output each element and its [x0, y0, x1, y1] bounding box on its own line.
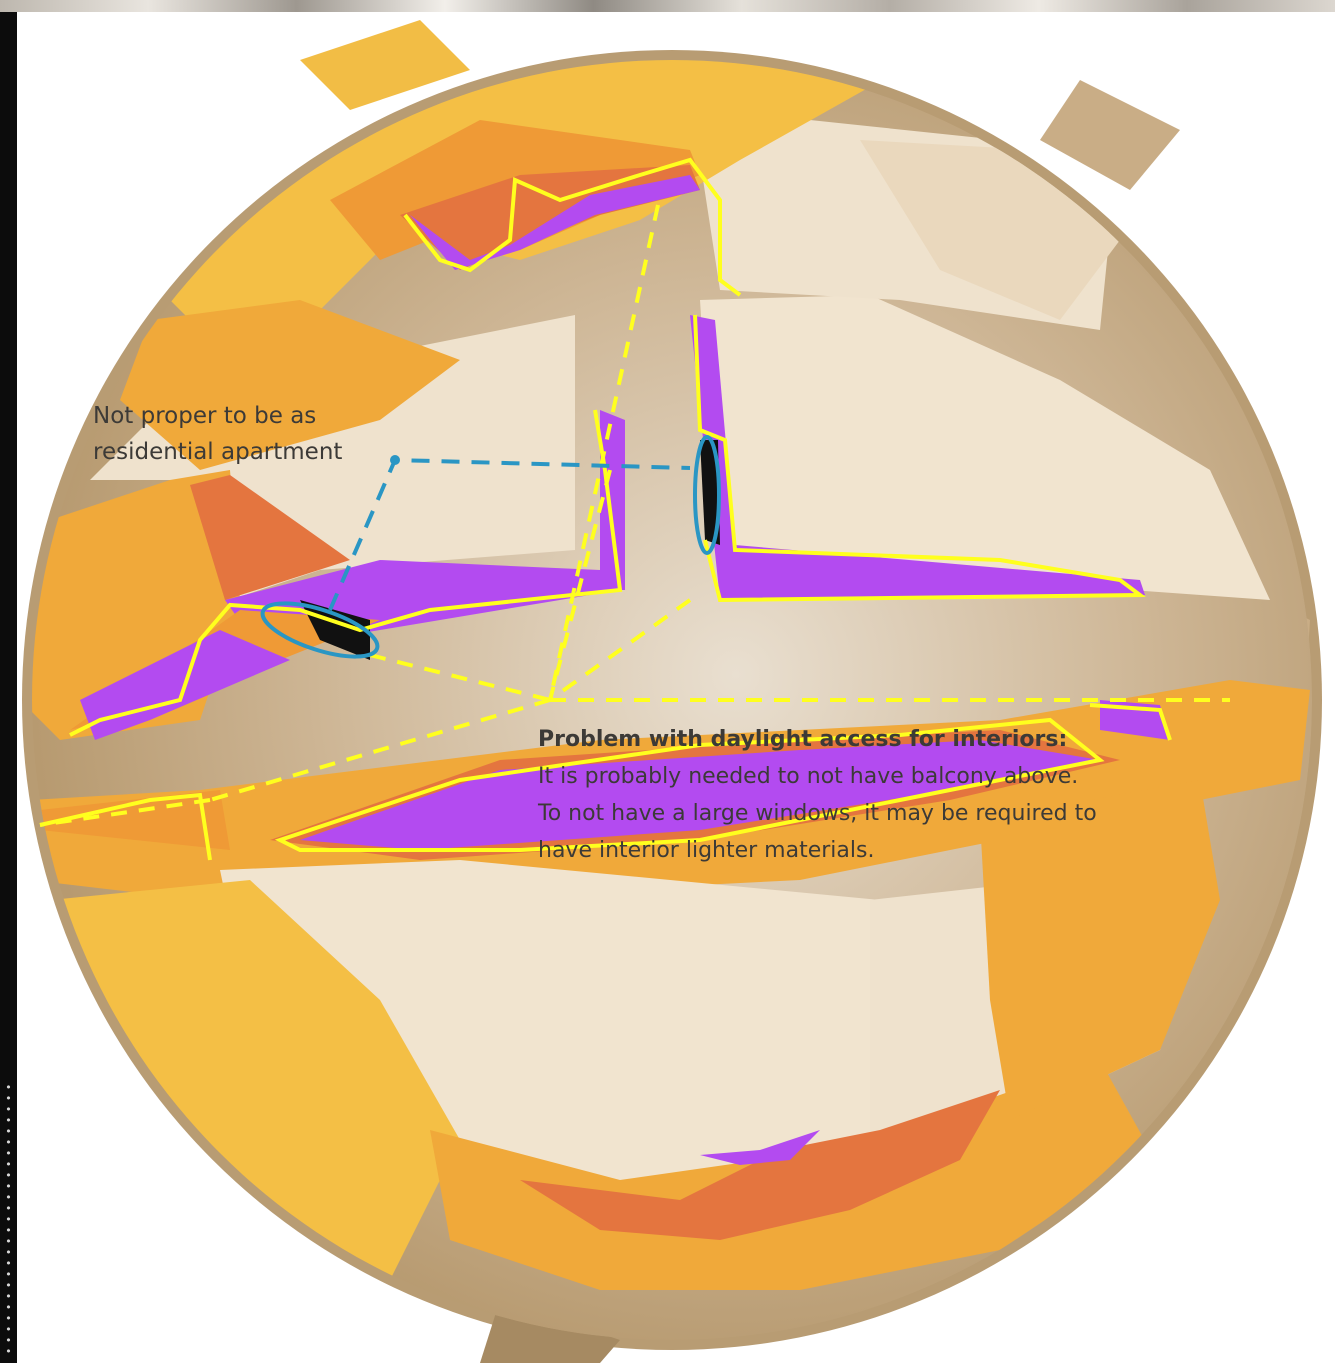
left-image-strip: • • • • • • • • • • • • • • • • • • • • • • • • •: [0, 12, 17, 1363]
outline-lower-opening: [274, 717, 1105, 852]
chain-link-icon: • • • • • • • • • • • • • • • • • • • • • • • • •: [5, 1081, 12, 1358]
callout-anchor-dot: [390, 455, 400, 465]
outline-lower-right: [1089, 703, 1172, 741]
annotation-daylight-title: Problem with daylight access for interio…: [538, 727, 1068, 752]
daylight-zone-bottom: [50, 780, 1220, 1300]
facade-block: [90, 315, 575, 600]
annotation-daylight: Problem with daylight access for interio…: [538, 721, 1198, 869]
annotation-daylight-line2: To not have a large windows, it may be r…: [538, 801, 1097, 826]
annotation-daylight-line3: have interior lighter materials.: [538, 838, 875, 863]
annotation-residential: Not proper to be as residential apartmen…: [93, 398, 413, 470]
annotation-residential-line2: residential apartment: [93, 439, 343, 465]
top-image-strip: [0, 0, 1335, 12]
daylight-zone-right-wing: [690, 315, 1145, 600]
outline-top-opening: [403, 157, 742, 297]
daylight-zone-lower-balcony: [32, 680, 1310, 900]
outline-lower-left: [39, 792, 212, 861]
low-daylight-outlines: [39, 157, 1172, 861]
facade-block: [700, 295, 1270, 600]
outline-right-opening: [693, 314, 1146, 603]
annotation-residential-line1: Not proper to be as: [93, 403, 317, 429]
yellow-sight-lines: [39, 204, 1230, 827]
outline-left-opening: [69, 409, 623, 737]
annotation-daylight-line1: It is probably needed to not have balcon…: [538, 764, 1079, 789]
